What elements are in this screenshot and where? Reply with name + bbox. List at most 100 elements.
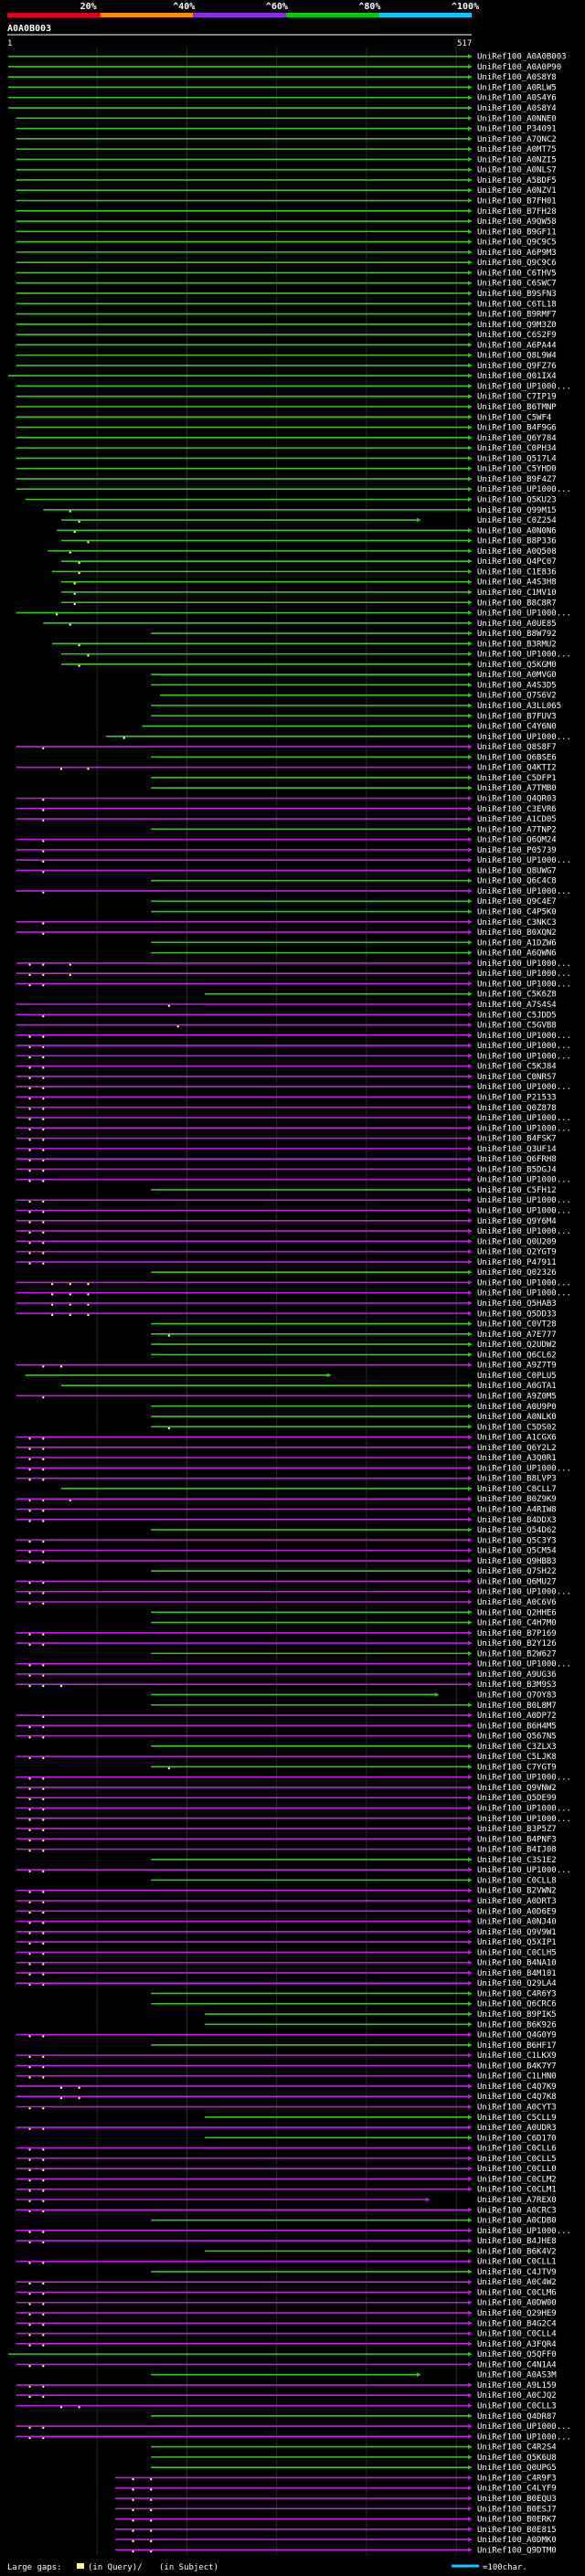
hit-label[interactable]: UniRef100_Q5KGM0 <box>477 661 557 670</box>
hit-label[interactable]: UniRef100_B4G2C4 <box>477 2319 557 2328</box>
hit-label[interactable]: UniRef100_A0NZI5 <box>477 155 557 164</box>
hit-label[interactable]: UniRef100_Q5C3Y3 <box>477 1536 557 1545</box>
hit-label[interactable]: UniRef100_B7FH01 <box>477 196 557 206</box>
hit-label[interactable]: UniRef100_B7FUV3 <box>477 712 557 721</box>
hit-label[interactable]: UniRef100_UP1000... <box>477 382 571 391</box>
hit-label[interactable]: UniRef100_B0ERK7 <box>477 2516 557 2525</box>
hit-label[interactable]: UniRef100_C8CLL7 <box>477 1485 557 1494</box>
hit-label[interactable]: UniRef100_C5FH12 <box>477 1186 557 1195</box>
hit-label[interactable]: UniRef100_A0CRC3 <box>477 2206 557 2215</box>
hit-label[interactable]: UniRef100_A3Q0R1 <box>477 1454 557 1463</box>
hit-label[interactable]: UniRef100_Q6CRC6 <box>477 2000 557 2009</box>
hit-label[interactable]: UniRef100_A6PA44 <box>477 341 557 350</box>
hit-label[interactable]: UniRef100_C4R2S4 <box>477 2443 557 2453</box>
hit-label[interactable]: UniRef100_UP1000... <box>477 1278 571 1288</box>
hit-label[interactable]: UniRef100_Q54D62 <box>477 1526 557 1535</box>
hit-label[interactable]: UniRef100_A0GTA1 <box>477 1382 557 1391</box>
hit-label[interactable]: UniRef100_C5K6Z8 <box>477 991 557 1000</box>
hit-label[interactable]: UniRef100_B4DDX3 <box>477 1516 557 1525</box>
hit-label[interactable]: UniRef100_C0VT28 <box>477 1320 557 1330</box>
hit-label[interactable]: UniRef100_Q0UPG5 <box>477 2464 557 2473</box>
hit-label[interactable]: UniRef100_B0E815 <box>477 2526 557 2535</box>
hit-label[interactable]: UniRef100_A0DW00 <box>477 2299 557 2308</box>
hit-label[interactable]: UniRef100_C4H7M0 <box>477 1619 557 1628</box>
hit-label[interactable]: UniRef100_B4NA10 <box>477 1959 557 1968</box>
hit-label[interactable]: UniRef100_A0UE85 <box>477 620 557 629</box>
hit-label[interactable]: UniRef100_B4K7Y7 <box>477 2062 557 2071</box>
hit-label[interactable]: UniRef100_Q5K6U8 <box>477 2454 557 2463</box>
hit-label[interactable]: UniRef100_Q5DD33 <box>477 1309 557 1319</box>
hit-label[interactable]: UniRef100_A0D6E9 <box>477 1907 557 1916</box>
hit-label[interactable]: UniRef100_Q5CM54 <box>477 1547 557 1556</box>
hit-label[interactable]: UniRef100_B3M9S3 <box>477 1680 557 1690</box>
hit-label[interactable]: UniRef100_Q99M15 <box>477 506 557 515</box>
hit-label[interactable]: UniRef100_A9QW58 <box>477 217 557 227</box>
hit-label[interactable]: UniRef100_A0Q508 <box>477 547 557 557</box>
hit-label[interactable]: UniRef100_A7E777 <box>477 1330 557 1340</box>
hit-label[interactable]: UniRef100_A0NNE0 <box>477 114 557 123</box>
hit-label[interactable]: UniRef100_UP1000... <box>477 1227 571 1236</box>
hit-label[interactable]: UniRef100_C1E836 <box>477 567 557 577</box>
hit-label[interactable]: UniRef100_Q567N5 <box>477 1733 557 1742</box>
hit-label[interactable]: UniRef100_C4R6Y3 <box>477 1989 557 1998</box>
hit-label[interactable]: UniRef100_C0CLM2 <box>477 2175 557 2184</box>
hit-label[interactable]: UniRef100_B6TMNP <box>477 403 557 412</box>
hit-label[interactable]: UniRef100_C3NKC3 <box>477 918 557 928</box>
hit-label[interactable]: UniRef100_Q0Z878 <box>477 1104 557 1113</box>
hit-label[interactable]: UniRef100_C0NRS7 <box>477 1073 557 1082</box>
hit-label[interactable]: UniRef100_UP1000... <box>477 856 571 865</box>
hit-label[interactable]: UniRef100_Q29HE9 <box>477 2309 557 2318</box>
hit-label[interactable]: UniRef100_A7TMB0 <box>477 784 557 793</box>
hit-label[interactable]: UniRef100_C4LYF9 <box>477 2485 557 2494</box>
hit-label[interactable]: UniRef100_A0NZV1 <box>477 186 557 196</box>
hit-label[interactable]: UniRef100_C4Q7K9 <box>477 2083 557 2092</box>
hit-label[interactable]: UniRef100_A0N0N6 <box>477 526 557 535</box>
hit-label[interactable]: UniRef100_C0CLL5 <box>477 2155 557 2164</box>
hit-label[interactable]: UniRef100_C0CLL6 <box>477 2145 557 2154</box>
hit-label[interactable]: UniRef100_C3EVR6 <box>477 805 557 814</box>
hit-label[interactable]: UniRef100_A0DP72 <box>477 1712 557 1721</box>
hit-label[interactable]: UniRef100_UP1000... <box>477 1114 571 1123</box>
hit-label[interactable]: UniRef100_Q4G0Y9 <box>477 2031 557 2041</box>
hit-label[interactable]: UniRef100_A4RIW8 <box>477 1506 557 1515</box>
hit-label[interactable]: UniRef100_B4M101 <box>477 1969 557 1978</box>
hit-label[interactable]: UniRef100_Q2YGT9 <box>477 1248 557 1257</box>
hit-label[interactable]: UniRef100_C5LJK8 <box>477 1753 557 1762</box>
hit-label[interactable]: UniRef100_A0UDR3 <box>477 2124 557 2133</box>
hit-label[interactable]: UniRef100_A0NLS7 <box>477 166 557 175</box>
hit-label[interactable]: UniRef100_Q6MU27 <box>477 1577 557 1586</box>
hit-label[interactable]: UniRef100_Q7SH22 <box>477 1567 557 1576</box>
hit-label[interactable]: UniRef100_A9Z0M5 <box>477 1392 557 1401</box>
hit-label[interactable]: UniRef100_B2VWN2 <box>477 1887 557 1896</box>
hit-label[interactable]: UniRef100_Q5DE99 <box>477 1794 557 1803</box>
hit-label[interactable]: UniRef100_UP1000... <box>477 610 571 619</box>
hit-label[interactable]: UniRef100_Q2UDW2 <box>477 1341 557 1350</box>
hit-label[interactable]: UniRef100_A0RLW5 <box>477 83 557 92</box>
hit-label[interactable]: UniRef100_UP1000... <box>477 1774 571 1783</box>
hit-label[interactable]: UniRef100_A0NLK0 <box>477 1413 557 1422</box>
hit-label[interactable]: UniRef100_C4Q7K8 <box>477 2093 557 2102</box>
hit-label[interactable]: UniRef100_C0Z254 <box>477 516 557 525</box>
hit-label[interactable]: UniRef100_Q9DTM0 <box>477 2546 557 2555</box>
hit-label[interactable]: UniRef100_UP1000... <box>477 1866 571 1875</box>
hit-label[interactable]: UniRef100_B9RMF7 <box>477 311 557 320</box>
hit-label[interactable]: UniRef100_B8C8R7 <box>477 599 557 608</box>
hit-label[interactable]: UniRef100_C0CLL3 <box>477 2402 557 2412</box>
hit-label[interactable]: UniRef100_B4PNF3 <box>477 1835 557 1844</box>
hit-label[interactable]: UniRef100_A0MVG0 <box>477 671 557 680</box>
hit-label[interactable]: UniRef100_UP1000... <box>477 1052 571 1061</box>
hit-label[interactable]: UniRef100_A0S4Y6 <box>477 94 557 103</box>
hit-label[interactable]: UniRef100_UP1000... <box>477 1660 571 1670</box>
hit-label[interactable]: UniRef100_B4JHE8 <box>477 2237 557 2246</box>
hit-label[interactable]: UniRef100_C5DS02 <box>477 1423 557 1432</box>
hit-label[interactable]: UniRef100_UP1000... <box>477 1289 571 1299</box>
hit-label[interactable]: UniRef100_Q9C9C5 <box>477 239 557 248</box>
hit-label[interactable]: UniRef100_C1MV10 <box>477 588 557 598</box>
hit-label[interactable]: UniRef100_Q9C4E7 <box>477 897 557 906</box>
hit-label[interactable]: UniRef100_Q7OY83 <box>477 1691 557 1700</box>
hit-label[interactable]: UniRef100_UP1000... <box>477 1032 571 1041</box>
hit-label[interactable]: UniRef100_Q7S6V2 <box>477 692 557 701</box>
hit-label[interactable]: UniRef100_B0EQU3 <box>477 2495 557 2504</box>
hit-label[interactable]: UniRef100_A0A0P90 <box>477 63 561 72</box>
hit-label[interactable]: UniRef100_A9L159 <box>477 2381 557 2390</box>
